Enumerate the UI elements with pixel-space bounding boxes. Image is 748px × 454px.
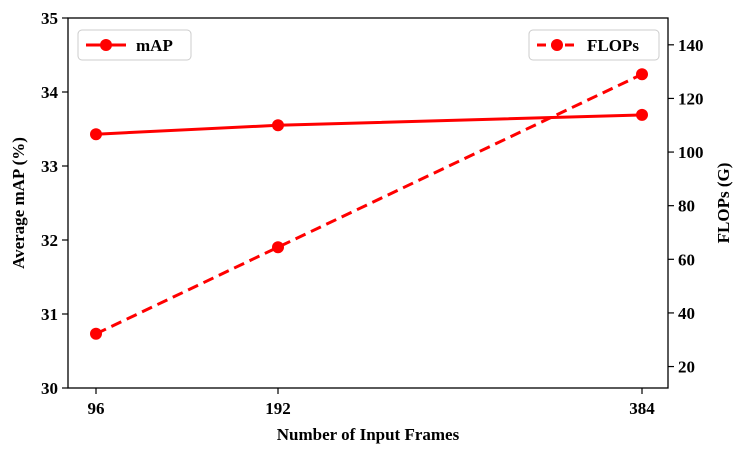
data-point-flops: [90, 327, 102, 340]
x-axis-title: Number of Input Frames: [277, 425, 460, 444]
right-y-tick-label: 40: [678, 304, 695, 323]
right-y-axis-title: FLOPs (G): [714, 163, 733, 244]
right-y-tick-label: 100: [678, 143, 704, 162]
legend-box-map: [77, 29, 192, 61]
series-layer: [90, 68, 648, 340]
right-y-tick-label: 140: [678, 36, 704, 55]
left-y-tick-label: 30: [41, 379, 58, 398]
legend-layer: mAP FLOPs: [77, 29, 660, 61]
plot-frame: [67, 17, 669, 389]
x-tick-label: 96: [88, 399, 105, 418]
right-y-tick-label: 20: [678, 358, 695, 377]
data-point-map: [636, 108, 648, 121]
left-y-tick-label: 32: [41, 231, 58, 250]
legend-label-map: mAP: [136, 36, 173, 55]
left-y-tick-label: 31: [41, 305, 58, 324]
legend-label-flops: FLOPs: [587, 36, 639, 55]
axes-layer: 96 192 384 30 31 32 33 34 35 20 40 60 80 100 120 140: [41, 9, 704, 418]
left-y-tick-label: 35: [41, 9, 58, 28]
data-point-flops: [272, 241, 284, 254]
left-y-tick-label: 34: [41, 83, 59, 102]
right-y-tick-label: 80: [678, 197, 695, 216]
data-point-flops: [636, 68, 648, 81]
legend-box-flops: [528, 29, 660, 61]
right-y-tick-label: 120: [678, 89, 704, 108]
series-line-flops: [95, 72, 643, 336]
left-y-tick-label: 33: [41, 157, 58, 176]
data-point-map: [272, 119, 284, 132]
x-tick-label: 384: [629, 399, 655, 418]
legend-marker-map: [100, 39, 112, 51]
legend-marker-flops: [551, 39, 563, 51]
left-y-axis-title: Average mAP (%): [9, 137, 28, 269]
x-tick-label: 192: [265, 399, 291, 418]
right-y-tick-label: 60: [678, 250, 695, 269]
data-point-map: [90, 128, 102, 141]
series-line-map: [95, 113, 643, 136]
